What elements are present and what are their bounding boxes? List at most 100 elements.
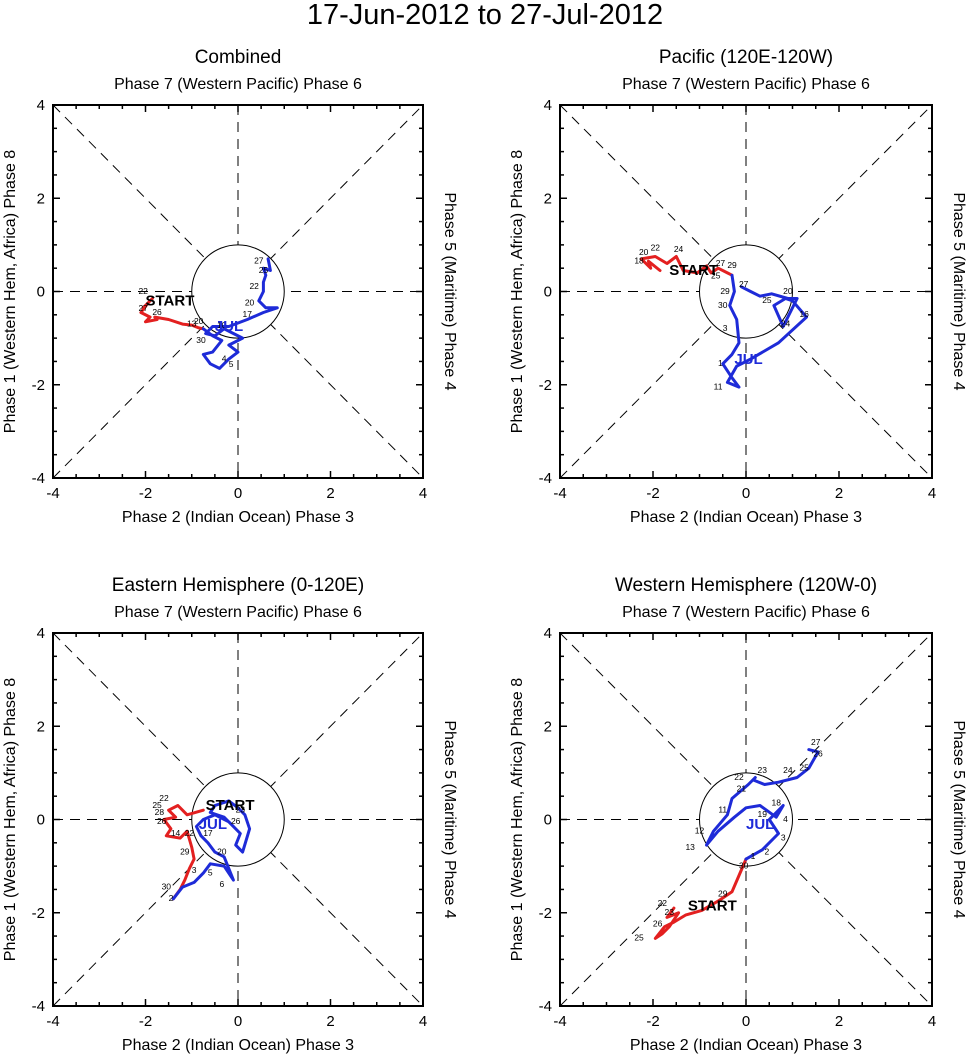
day-label: 25 — [152, 800, 162, 810]
day-label: 2 — [765, 846, 770, 856]
day-label: 24 — [781, 318, 791, 328]
x-tick-label: 4 — [419, 1013, 427, 1030]
day-label: 10 — [217, 320, 227, 330]
series-line-june — [653, 857, 748, 940]
unit-circle — [699, 244, 793, 339]
bottom-phase-label: Phase 2 (Indian Ocean) Phase 3 — [630, 509, 862, 526]
series-line-july — [171, 799, 252, 901]
y-tick-label: 4 — [544, 97, 552, 114]
x-tick-label: 2 — [326, 1013, 334, 1030]
day-label: 26 — [157, 816, 167, 826]
day-label: 23 — [236, 805, 246, 815]
panel-title: Western Hemisphere (120W-0) — [615, 575, 877, 596]
day-label: 26 — [813, 749, 823, 759]
day-label: 16 — [799, 309, 809, 319]
x-tick-label: 2 — [835, 1013, 843, 1030]
y-tick-label: 4 — [544, 625, 552, 642]
start-label: START — [206, 797, 255, 814]
day-label: 2 — [169, 893, 174, 903]
day-label: 28 — [155, 807, 165, 817]
series-line-june — [639, 255, 734, 277]
day-label: 20 — [639, 247, 649, 257]
right-phase-label: Phase 5 (Maritime) Phase 4 — [441, 192, 458, 390]
y-tick-label: -4 — [32, 998, 45, 1015]
series-line-july — [705, 748, 820, 861]
x-tick-label: 0 — [234, 485, 242, 502]
y-tick-label: 2 — [544, 190, 552, 207]
left-phase-label: Phase 1 (Western Hem, Africa) Phase 8 — [509, 150, 526, 433]
series-line-june — [139, 297, 205, 331]
y-tick-label: -2 — [539, 905, 552, 922]
day-label: 30 — [739, 860, 749, 870]
day-label: 27 — [254, 256, 264, 266]
day-label: 20 — [783, 286, 793, 296]
series-line-june — [162, 804, 205, 901]
day-label: 27 — [716, 258, 726, 268]
top-phase-label: Phase 7 (Western Pacific) Phase 6 — [114, 76, 362, 93]
right-phase-label: Phase 5 (Maritime) Phase 4 — [950, 720, 967, 918]
day-label: 1 — [751, 851, 756, 861]
top-phase-label: Phase 7 (Western Pacific) Phase 6 — [622, 604, 870, 621]
start-label: START — [669, 262, 718, 279]
day-label: 11 — [718, 805, 727, 815]
y-tick-label: -2 — [539, 377, 552, 394]
bottom-phase-label: Phase 2 (Indian Ocean) Phase 3 — [630, 1037, 862, 1054]
x-tick-label: 4 — [928, 1013, 936, 1030]
day-label: 29 — [720, 286, 730, 296]
day-label: 14 — [171, 828, 181, 838]
day-label: 4 — [783, 814, 788, 824]
left-phase-label: Phase 1 (Western Hem, Africa) Phase 8 — [2, 678, 19, 961]
day-label: 20 — [245, 297, 255, 307]
day-label: 3 — [781, 832, 786, 842]
start-label: START — [688, 897, 737, 914]
month-label: JUL — [215, 318, 243, 335]
day-label: 25 — [711, 270, 721, 280]
day-label: 18 — [771, 798, 781, 808]
day-label: 21 — [737, 784, 747, 794]
day-label: 27 — [739, 279, 749, 289]
y-tick-label: 2 — [544, 718, 552, 735]
day-label: 30 — [162, 881, 172, 891]
day-label: 3 — [723, 323, 728, 333]
y-tick-label: 0 — [544, 284, 552, 301]
day-label: 29 — [180, 846, 190, 856]
day-label: 22 — [651, 242, 661, 252]
y-tick-label: 2 — [37, 190, 45, 207]
day-label: 26 — [152, 307, 162, 317]
day-label: 25 — [259, 265, 269, 275]
right-phase-label: Phase 5 (Maritime) Phase 4 — [441, 720, 458, 918]
y-tick-label: 0 — [544, 812, 552, 829]
y-tick-label: 2 — [37, 718, 45, 735]
day-label: 24 — [674, 244, 684, 254]
day-label: 30 — [718, 300, 728, 310]
y-tick-label: -4 — [539, 470, 552, 487]
day-label: 22 — [658, 898, 668, 908]
day-label: 30 — [196, 335, 206, 345]
start-label: START — [146, 292, 195, 309]
x-tick-label: -4 — [46, 1013, 59, 1030]
y-tick-label: 4 — [37, 625, 45, 642]
day-label: 22 — [734, 772, 744, 782]
y-tick-label: -4 — [539, 998, 552, 1015]
day-label: 25 — [634, 933, 644, 943]
day-label: 5 — [229, 359, 234, 369]
day-label: 5 — [208, 867, 213, 877]
day-label: 27 — [811, 737, 821, 747]
day-label: 3 — [192, 865, 197, 875]
x-tick-label: -2 — [139, 485, 152, 502]
x-tick-label: 4 — [928, 485, 936, 502]
panel-eastern-hemisphere: Eastern Hemisphere (0-120E) Phase 7 (West… — [2, 575, 458, 1054]
day-label: 25 — [799, 763, 809, 773]
y-tick-label: -2 — [32, 377, 45, 394]
month-label: JUL — [746, 816, 774, 833]
y-tick-label: -4 — [32, 470, 45, 487]
day-label: 17 — [203, 828, 213, 838]
x-tick-label: -2 — [139, 1013, 152, 1030]
right-phase-label: Phase 5 (Maritime) Phase 4 — [950, 192, 967, 390]
x-tick-label: 2 — [326, 485, 334, 502]
day-label: 22 — [138, 286, 148, 296]
series-line-july — [201, 257, 279, 370]
y-tick-label: 0 — [37, 284, 45, 301]
x-tick-label: 4 — [419, 485, 427, 502]
